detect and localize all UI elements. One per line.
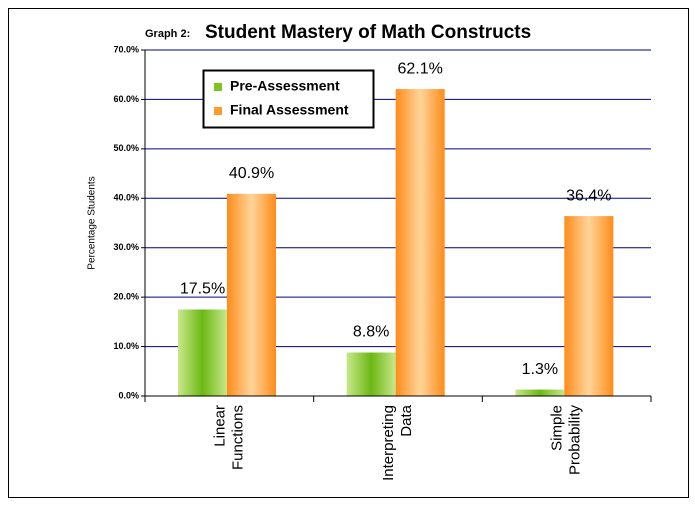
value-label: 36.4% [566, 187, 611, 204]
bar [515, 389, 565, 396]
bar [178, 309, 227, 396]
y-tick-label: 40.0% [113, 193, 139, 203]
bar [564, 216, 614, 396]
value-label: 40.9% [229, 165, 274, 182]
legend-label: Pre-Assessment [230, 78, 340, 94]
x-tick-label: SimpleProbability [549, 405, 584, 476]
value-label: 1.3% [522, 361, 558, 378]
legend-box [202, 69, 375, 129]
y-tick-label: 10.0% [113, 341, 139, 351]
y-tick-label: 70.0% [113, 44, 139, 54]
legend-swatch [214, 107, 222, 115]
legend-swatch [214, 83, 222, 91]
x-tick-label: LinearFunctions [211, 405, 246, 470]
y-tick-label: 60.0% [113, 94, 139, 104]
y-tick-label: 30.0% [113, 242, 139, 252]
y-tick-label: 50.0% [113, 143, 139, 153]
value-label: 8.8% [353, 324, 389, 341]
chart-title-prefix: Graph 2: [145, 28, 190, 40]
value-label: 17.5% [180, 281, 225, 298]
bar [346, 352, 396, 396]
value-label: 62.1% [397, 60, 442, 77]
y-tick-label: 20.0% [113, 292, 139, 302]
y-axis-label: Percentage Students [87, 176, 98, 269]
bar [227, 193, 276, 396]
legend-label: Final Assessment [230, 102, 349, 118]
y-tick-label: 0.0% [118, 390, 139, 400]
chart-title: Student Mastery of Math Constructs [205, 22, 531, 43]
bar [395, 89, 445, 396]
x-tick-label: InterpretingData [380, 404, 415, 481]
